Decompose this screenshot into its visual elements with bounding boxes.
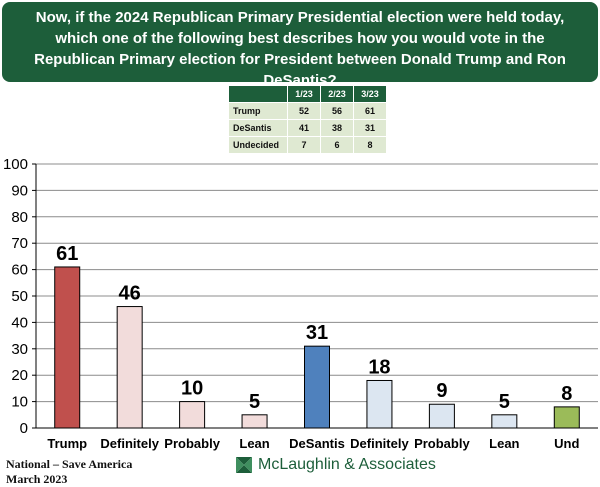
- source-line: National – Save America: [6, 457, 133, 471]
- trend-cell: 7: [287, 136, 321, 154]
- data-label: 5: [249, 391, 260, 413]
- trend-cell: 31: [353, 119, 387, 137]
- data-label: 5: [499, 391, 510, 413]
- data-label: 31: [306, 322, 328, 344]
- category-label: Trump: [47, 436, 87, 451]
- data-label: 46: [119, 283, 141, 305]
- company-logo: McLaughlin & Associates: [236, 456, 436, 474]
- trend-cell: 8: [353, 136, 387, 154]
- trend-table: 1/23 2/23 3/23 Trump 52 56 61 DeSantis 4…: [228, 85, 387, 154]
- bar-chart: 0 10 20 30 40 50 60 70 80 90 100 61 Trump 46 Definitel…: [3, 156, 598, 451]
- trend-cell: 38: [320, 119, 354, 137]
- bar: [304, 345, 330, 429]
- trend-table-header: 1/23 2/23 3/23: [228, 85, 387, 103]
- source-date: March 2023: [6, 472, 68, 486]
- y-tick-label: 70: [11, 235, 28, 252]
- bar: [428, 403, 455, 429]
- trend-cell: 61: [353, 102, 387, 120]
- y-tick-label: 80: [11, 209, 28, 226]
- bar: [366, 379, 393, 429]
- trend-col-header: 2/23: [320, 85, 354, 103]
- bar: [241, 414, 268, 429]
- trend-col-header: 3/23: [353, 85, 387, 103]
- trend-row-label: Undecided: [228, 136, 288, 154]
- y-tick-label: 0: [20, 420, 28, 437]
- category-label: Definitely: [350, 436, 409, 451]
- y-tick-label: 90: [11, 182, 28, 199]
- y-tick-label: 40: [11, 314, 28, 331]
- trend-cell: 41: [287, 119, 321, 137]
- bar: [553, 406, 580, 429]
- y-tick-label: 100: [3, 156, 28, 173]
- trend-row-undecided: Undecided 7 6 8: [228, 136, 387, 154]
- category-label: Probably: [164, 436, 220, 451]
- category-label: DeSantis: [289, 436, 345, 451]
- data-label: 9: [436, 380, 447, 402]
- question-banner: Now, if the 2024 Republican Primary Pres…: [2, 2, 598, 106]
- question-text: Now, if the 2024 Republican Primary Pres…: [34, 9, 566, 89]
- category-label: Lean: [489, 436, 519, 451]
- trend-row-desantis: DeSantis 41 38 31: [228, 119, 387, 137]
- data-label: 10: [181, 378, 203, 400]
- data-label: 8: [561, 383, 572, 405]
- trend-cell: 56: [320, 102, 354, 120]
- y-tick-label: 60: [11, 262, 28, 279]
- y-tick-label: 50: [11, 288, 28, 305]
- y-tick-label: 10: [11, 394, 28, 411]
- bar: [491, 414, 518, 429]
- bar: [116, 306, 143, 429]
- logo-mark-icon: [236, 457, 252, 473]
- trend-row-trump: Trump 52 56 61: [228, 102, 387, 120]
- y-tick-label: 30: [11, 341, 28, 358]
- logo-text: McLaughlin & Associates: [258, 456, 436, 473]
- bar: [54, 266, 81, 429]
- trend-table-corner: [228, 85, 288, 103]
- data-label: 18: [368, 356, 390, 378]
- category-label: Definitely: [100, 436, 159, 451]
- category-label: Und: [554, 436, 579, 451]
- trend-cell: 52: [287, 102, 321, 120]
- trend-row-label: DeSantis: [228, 119, 288, 137]
- y-tick-label: 20: [11, 367, 28, 384]
- data-label: 61: [56, 243, 78, 265]
- trend-row-label: Trump: [228, 102, 288, 120]
- source-note: National – Save America March 2023: [6, 457, 132, 487]
- category-label: Lean: [239, 436, 269, 451]
- bar: [179, 401, 206, 429]
- trend-col-header: 1/23: [287, 85, 321, 103]
- category-label: Probably: [414, 436, 470, 451]
